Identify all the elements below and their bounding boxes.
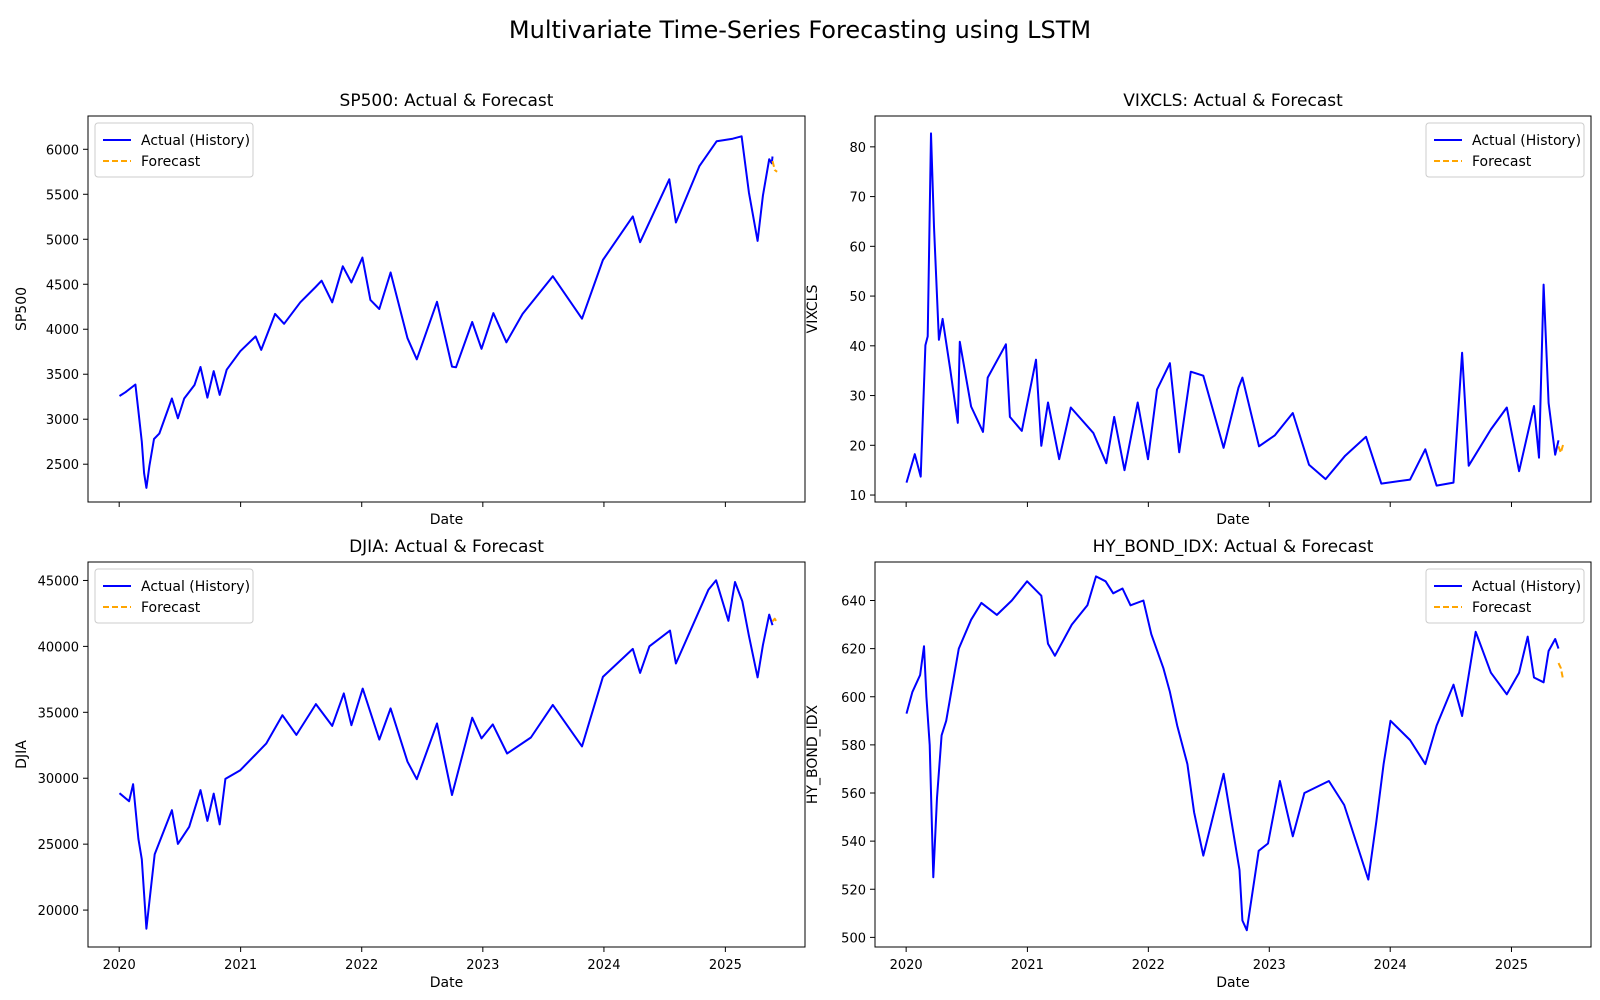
legend-label: Forecast bbox=[1472, 600, 1532, 616]
actual-history-line bbox=[118, 135, 774, 489]
y-tick-label: 45000 bbox=[38, 574, 79, 589]
y-tick-label: 25000 bbox=[38, 838, 79, 853]
y-tick-label: 3000 bbox=[46, 413, 79, 428]
subplot-title: DJIA: Actual & Forecast bbox=[349, 537, 544, 557]
y-tick-label: 20000 bbox=[38, 904, 79, 919]
subplot-vixcls: VIXCLS: Actual & Forecast 10 20 30 40 50 60 70 8… bbox=[805, 91, 1592, 528]
figure-title: Multivariate Time-Series Forecasting usi… bbox=[509, 16, 1091, 44]
y-tick-label: 620 bbox=[841, 643, 866, 658]
legend-label: Actual (History) bbox=[141, 133, 250, 149]
y-tick-label: 40000 bbox=[38, 640, 79, 655]
actual-history-line bbox=[905, 132, 1560, 487]
y-tick-label: 600 bbox=[841, 691, 866, 706]
legend: Actual (History) Forecast bbox=[1425, 568, 1585, 624]
x-axis-label: Date bbox=[430, 975, 463, 991]
subplot-hy-bond-idx: HY_BOND_IDX: Actual & Forecast 500 520 540 5… bbox=[805, 537, 1592, 991]
x-axis-label: Date bbox=[1216, 512, 1249, 528]
y-tick-label: 4000 bbox=[46, 323, 79, 338]
legend-box bbox=[1425, 568, 1585, 624]
subplot-djia: DJIA: Actual & Forecast 20000 25000 30000 35… bbox=[14, 537, 806, 991]
forecast-line bbox=[771, 617, 778, 624]
y-tick-label: 30 bbox=[849, 390, 866, 405]
x-tick-label: 2024 bbox=[587, 958, 620, 973]
y-tick-label: 4500 bbox=[46, 278, 79, 293]
x-tick-label: 2021 bbox=[224, 958, 257, 973]
axes-frame bbox=[87, 561, 806, 948]
y-tick-label: 6000 bbox=[46, 143, 79, 158]
y-tick-label: 540 bbox=[841, 835, 866, 850]
y-tick-label: 5500 bbox=[46, 188, 79, 203]
x-tick-label: 2025 bbox=[709, 958, 742, 973]
subplot-title: VIXCLS: Actual & Forecast bbox=[1123, 91, 1343, 111]
y-axis-label: SP500 bbox=[14, 287, 30, 331]
x-tick-label: 2023 bbox=[466, 958, 499, 973]
legend-label: Forecast bbox=[1472, 154, 1532, 170]
legend: Actual (History) Forecast bbox=[1425, 122, 1585, 178]
axes-frame bbox=[874, 115, 1592, 503]
axes-frame bbox=[874, 561, 1592, 948]
legend-label: Forecast bbox=[141, 154, 201, 170]
subplot-title: HY_BOND_IDX: Actual & Forecast bbox=[1093, 537, 1374, 557]
y-tick-label: 560 bbox=[841, 787, 866, 802]
legend-label: Actual (History) bbox=[1472, 579, 1581, 595]
y-tick-label: 50 bbox=[849, 290, 866, 305]
y-tick-label: 2500 bbox=[46, 458, 79, 473]
x-tick-label: 2023 bbox=[1253, 958, 1286, 973]
forecast-line bbox=[1557, 444, 1565, 454]
legend-box bbox=[94, 568, 254, 624]
y-tick-label: 80 bbox=[849, 141, 866, 156]
legend-label: Actual (History) bbox=[1472, 133, 1581, 149]
y-tick-label: 20 bbox=[849, 439, 866, 454]
x-tick-label: 2020 bbox=[103, 958, 136, 973]
y-tick-label: 40 bbox=[849, 340, 866, 355]
forecast-line bbox=[1557, 662, 1565, 681]
x-axis-label: Date bbox=[430, 512, 463, 528]
y-tick-label: 35000 bbox=[38, 706, 79, 721]
actual-history-line bbox=[905, 575, 1560, 932]
forecast-line bbox=[771, 160, 778, 173]
y-axis-label: VIXCLS bbox=[805, 285, 821, 334]
actual-history-line bbox=[118, 579, 774, 930]
subplot-sp500: SP500: Actual & Forecast 2500 3000 3500 4000… bbox=[14, 91, 806, 528]
legend-box bbox=[1425, 122, 1585, 178]
y-tick-label: 30000 bbox=[38, 772, 79, 787]
legend: Actual (History) Forecast bbox=[94, 122, 254, 178]
legend-label: Actual (History) bbox=[141, 579, 250, 595]
y-tick-label: 580 bbox=[841, 739, 866, 754]
x-tick-label: 2024 bbox=[1374, 958, 1407, 973]
x-tick-label: 2021 bbox=[1011, 958, 1044, 973]
x-tick-label: 2022 bbox=[1132, 958, 1165, 973]
legend-box bbox=[94, 122, 254, 178]
y-tick-label: 500 bbox=[841, 931, 866, 946]
x-axis-label: Date bbox=[1216, 975, 1249, 991]
x-tick-label: 2020 bbox=[890, 958, 923, 973]
subplot-title: SP500: Actual & Forecast bbox=[340, 91, 554, 111]
x-tick-label: 2025 bbox=[1495, 958, 1528, 973]
y-axis-label: DJIA bbox=[14, 740, 30, 769]
y-tick-label: 70 bbox=[849, 191, 866, 206]
y-tick-label: 520 bbox=[841, 883, 866, 898]
x-tick-label: 2022 bbox=[345, 958, 378, 973]
y-tick-label: 5000 bbox=[46, 233, 79, 248]
legend-label: Forecast bbox=[141, 600, 201, 616]
y-axis-label: HY_BOND_IDX bbox=[805, 704, 821, 804]
y-tick-label: 640 bbox=[841, 595, 866, 610]
y-tick-label: 3500 bbox=[46, 368, 79, 383]
legend: Actual (History) Forecast bbox=[94, 568, 254, 624]
y-tick-label: 60 bbox=[849, 240, 866, 255]
y-tick-label: 10 bbox=[849, 489, 866, 504]
axes-frame bbox=[87, 115, 806, 503]
